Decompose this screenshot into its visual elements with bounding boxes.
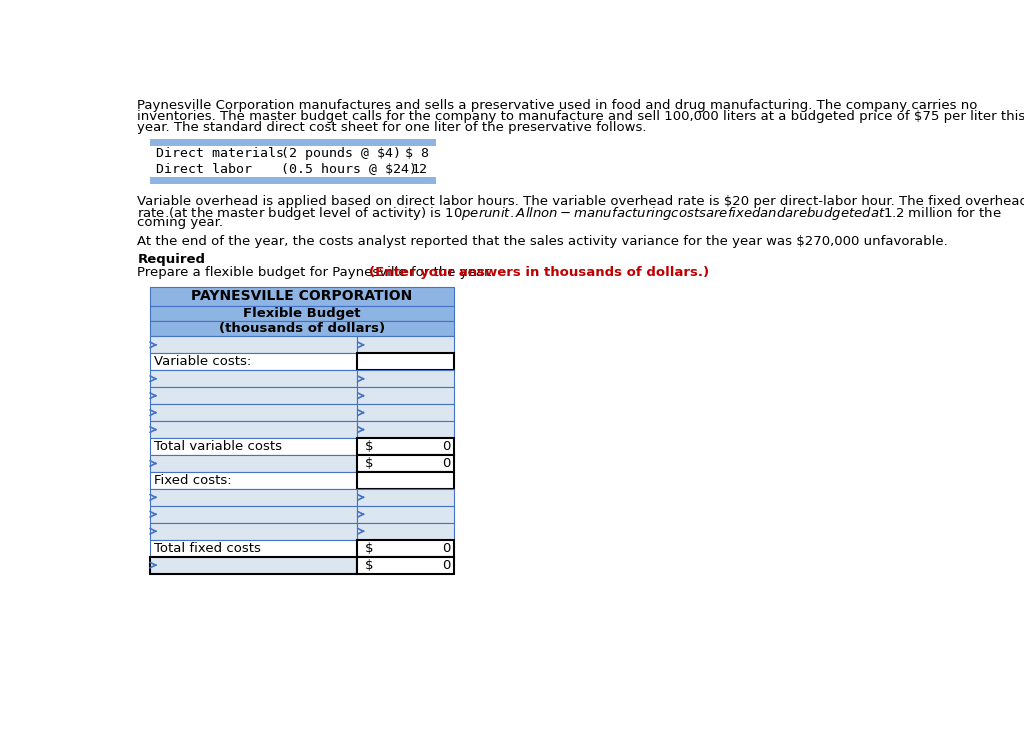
Text: Variable overhead is applied based on direct labor hours. The variable overhead : Variable overhead is applied based on di…	[137, 195, 1024, 208]
Bar	[357, 421, 455, 438]
Bar	[357, 404, 455, 421]
Bar	[150, 140, 436, 146]
Bar	[150, 489, 357, 506]
Bar	[150, 540, 357, 556]
Text: $: $	[366, 559, 374, 572]
Text: (thousands of dollars): (thousands of dollars)	[219, 322, 385, 335]
Bar	[150, 177, 436, 184]
Bar	[150, 161, 436, 177]
Text: Fixed costs:: Fixed costs:	[154, 474, 231, 487]
Text: $: $	[366, 542, 374, 555]
Bar	[150, 321, 455, 337]
Bar	[150, 404, 357, 421]
Text: 0: 0	[442, 457, 451, 470]
Bar	[357, 506, 455, 523]
Text: $: $	[366, 440, 374, 453]
Text: Total fixed costs: Total fixed costs	[154, 542, 260, 555]
Bar	[357, 387, 455, 404]
Text: PAYNESVILLE CORPORATION: PAYNESVILLE CORPORATION	[191, 290, 413, 303]
Bar	[150, 370, 357, 387]
Bar	[150, 523, 357, 540]
Text: 12: 12	[412, 163, 428, 176]
Bar	[150, 337, 357, 353]
Bar	[150, 556, 357, 574]
Text: Required: Required	[137, 254, 205, 266]
Bar	[357, 438, 455, 455]
Text: 0: 0	[442, 542, 451, 555]
Text: year. The standard direct cost sheet for one liter of the preservative follows.: year. The standard direct cost sheet for…	[137, 121, 647, 134]
Bar	[357, 523, 455, 540]
Text: Prepare a flexible budget for Paynesville for the year.: Prepare a flexible budget for Paynesvill…	[137, 266, 497, 278]
Text: (Enter your answers in thousands of dollars.): (Enter your answers in thousands of doll…	[370, 266, 710, 278]
Text: 0: 0	[442, 559, 451, 572]
Bar	[150, 146, 436, 161]
Text: Variable costs:: Variable costs:	[154, 356, 251, 368]
Bar	[357, 472, 455, 489]
Bar	[150, 287, 455, 305]
Text: Flexible Budget: Flexible Budget	[244, 307, 360, 320]
Bar	[357, 455, 455, 472]
Text: $ 8: $ 8	[406, 148, 429, 160]
Text: Paynesville Corporation manufactures and sells a preservative used in food and d: Paynesville Corporation manufactures and…	[137, 99, 978, 112]
Bar	[150, 387, 357, 404]
Text: Direct labor: Direct labor	[156, 163, 252, 176]
Text: inventories. The master budget calls for the company to manufacture and sell 100: inventories. The master budget calls for…	[137, 110, 1024, 123]
Text: (2 pounds @ $4): (2 pounds @ $4)	[282, 148, 401, 160]
Text: rate (at the master budget level of activity) is $10 per unit. All non-manufactu: rate (at the master budget level of acti…	[137, 206, 1002, 223]
Bar	[150, 438, 357, 455]
Bar	[357, 489, 455, 506]
Bar	[357, 337, 455, 353]
Bar	[150, 455, 357, 472]
Bar	[150, 353, 357, 370]
Text: (0.5 hours @ $24): (0.5 hours @ $24)	[282, 163, 418, 176]
Bar	[357, 556, 455, 574]
Text: At the end of the year, the costs analyst reported that the sales activity varia: At the end of the year, the costs analys…	[137, 235, 948, 248]
Bar	[150, 472, 357, 489]
Text: Direct materials: Direct materials	[156, 148, 284, 160]
Text: coming year.: coming year.	[137, 216, 223, 229]
Bar	[150, 506, 357, 523]
Text: 0: 0	[442, 440, 451, 453]
Bar	[357, 540, 455, 556]
Bar	[150, 305, 455, 321]
Bar	[150, 421, 357, 438]
Bar	[357, 370, 455, 387]
Text: Total variable costs: Total variable costs	[154, 440, 282, 453]
Bar	[357, 353, 455, 370]
Text: $: $	[366, 457, 374, 470]
